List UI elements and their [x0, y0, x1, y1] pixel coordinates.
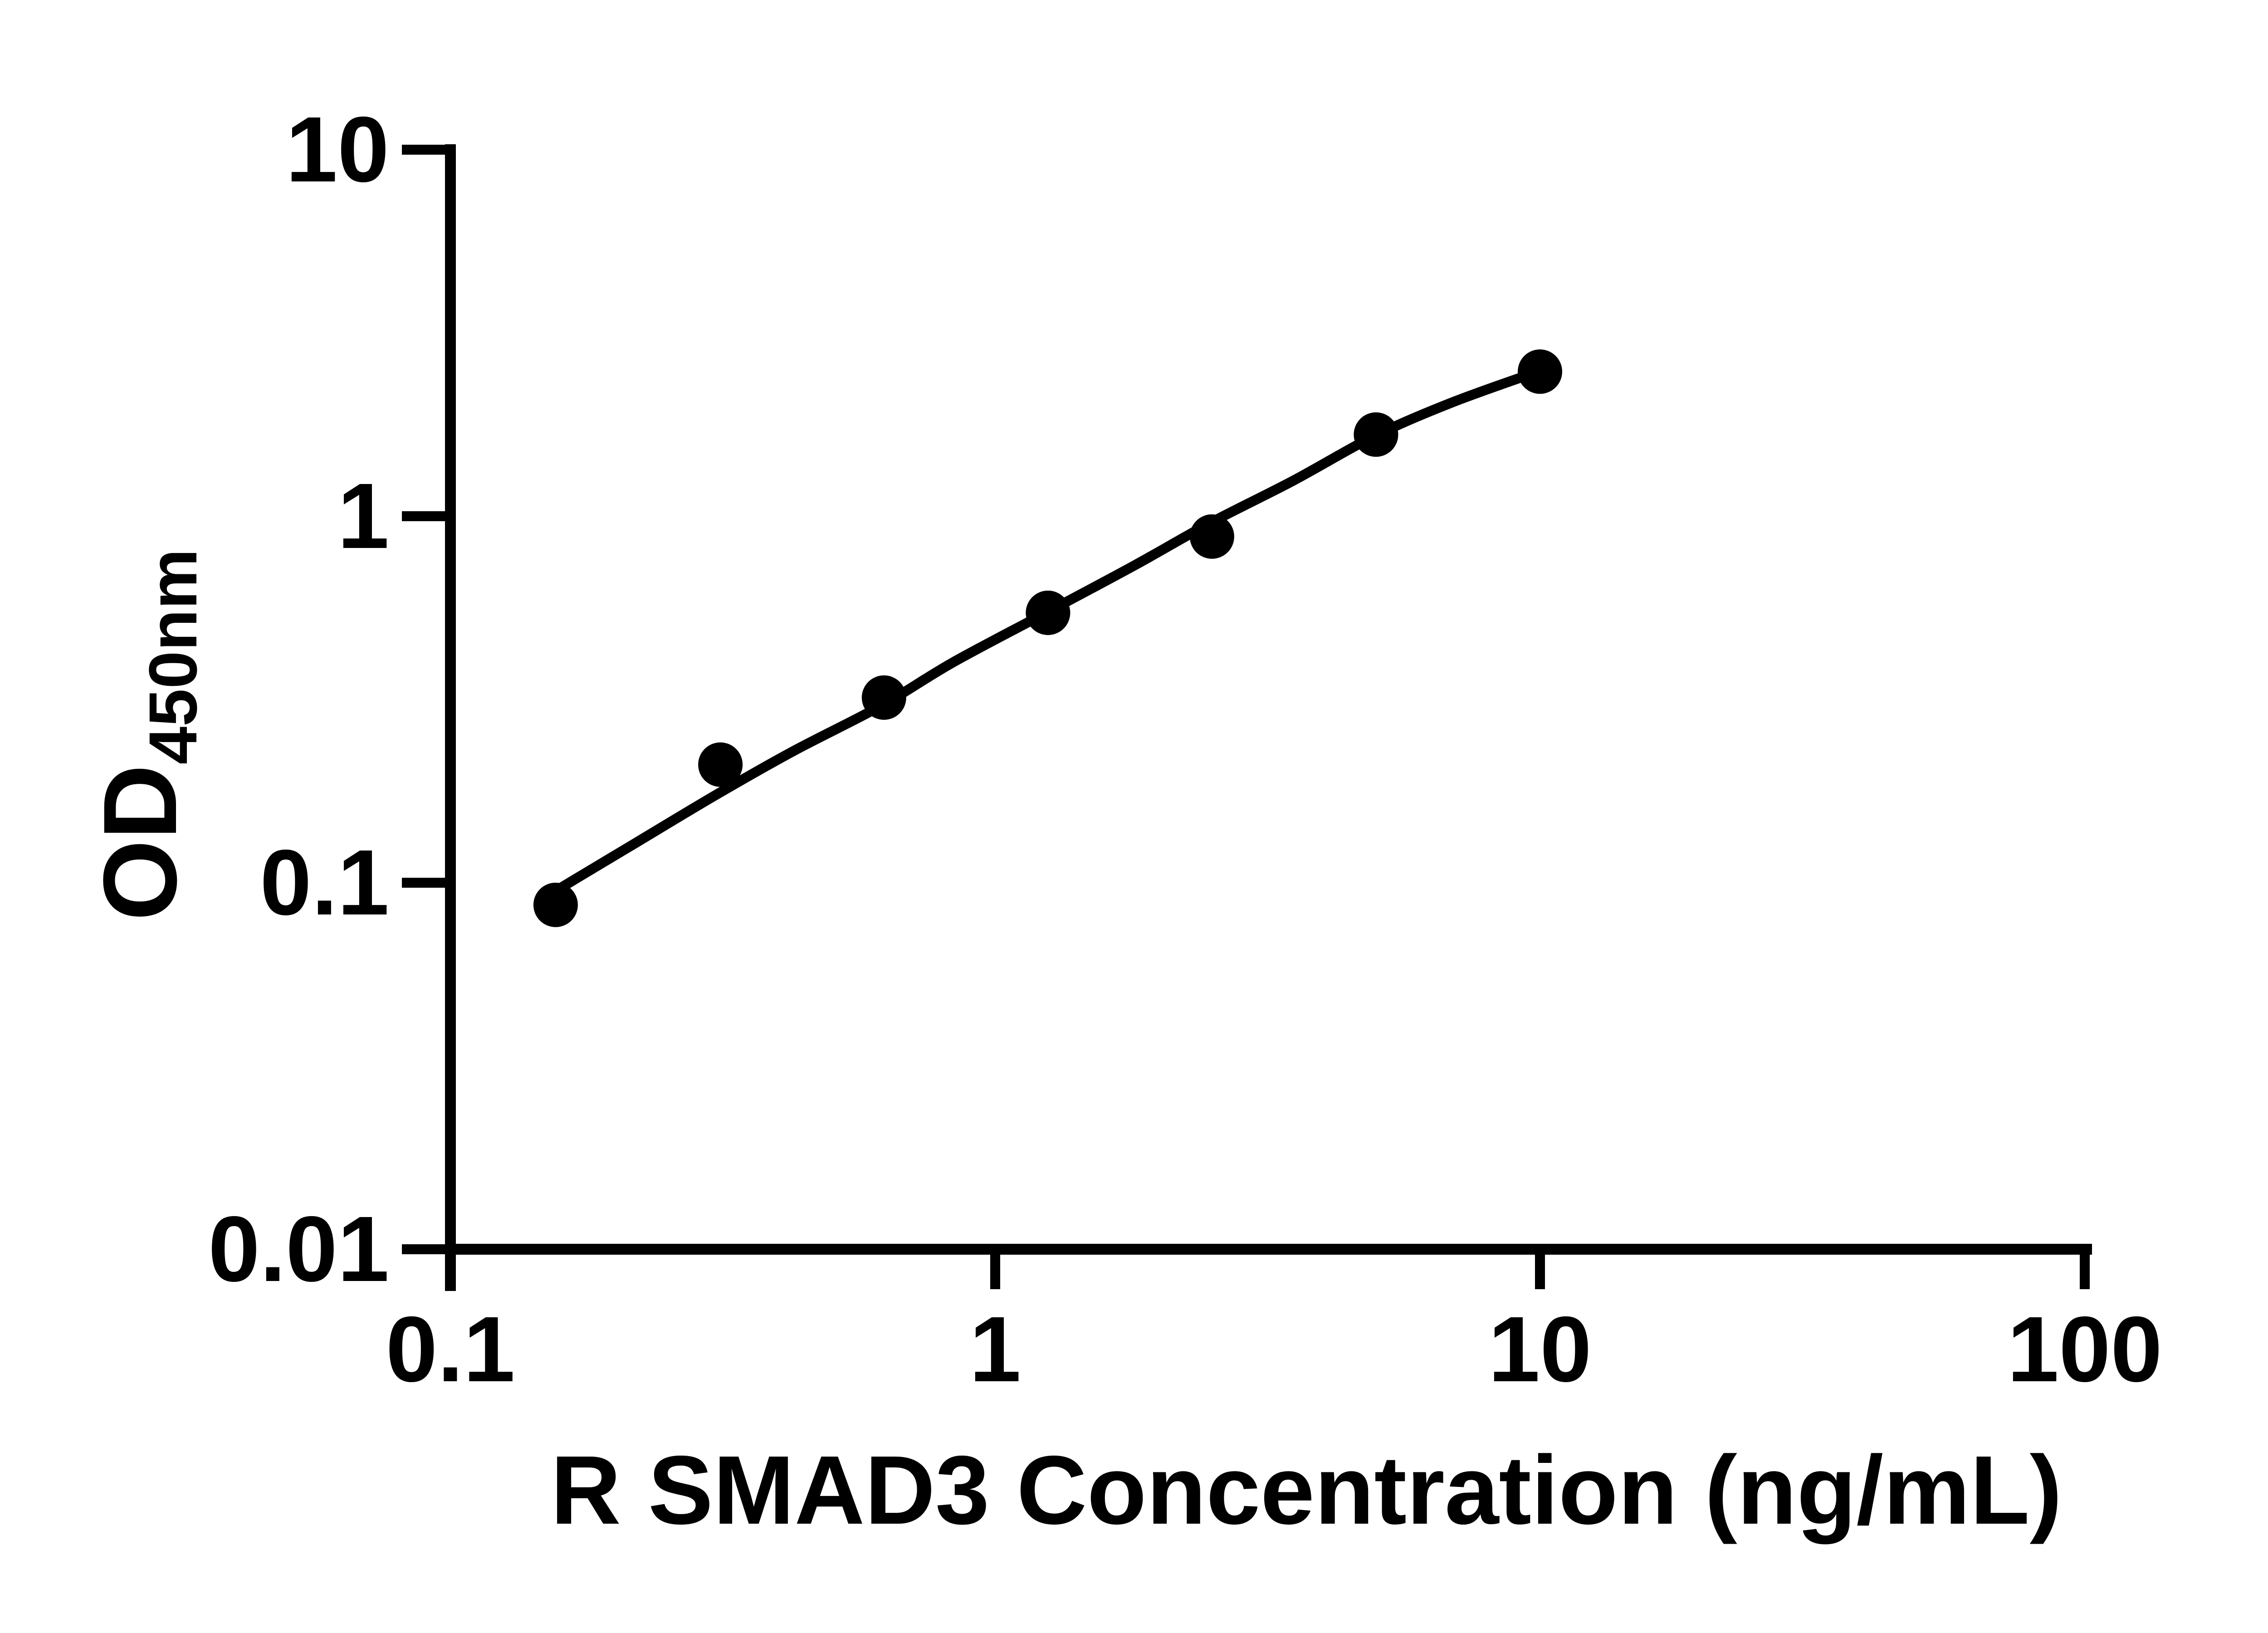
data-point [861, 675, 906, 720]
x-tick-label: 1 [969, 1297, 1022, 1401]
data-point [1189, 514, 1234, 559]
y-tick-label: 1 [337, 464, 389, 568]
data-point [1354, 412, 1398, 457]
data-point [533, 882, 578, 927]
data-point [1518, 349, 1562, 394]
y-tick-label: 0.1 [260, 831, 389, 934]
y-tick-label: 10 [285, 98, 389, 201]
x-axis-title: R SMAD3 Concentration (ng/mL) [550, 1435, 2063, 1545]
data-point [1026, 590, 1070, 635]
y-axis-title-subscript: 450nm [135, 548, 211, 765]
y-tick-label: 0.01 [208, 1197, 389, 1301]
data-point [698, 742, 743, 787]
x-tick-label: 100 [2007, 1297, 2163, 1401]
x-tick-label: 10 [1488, 1297, 1592, 1401]
x-tick-label: 0.1 [386, 1297, 515, 1401]
